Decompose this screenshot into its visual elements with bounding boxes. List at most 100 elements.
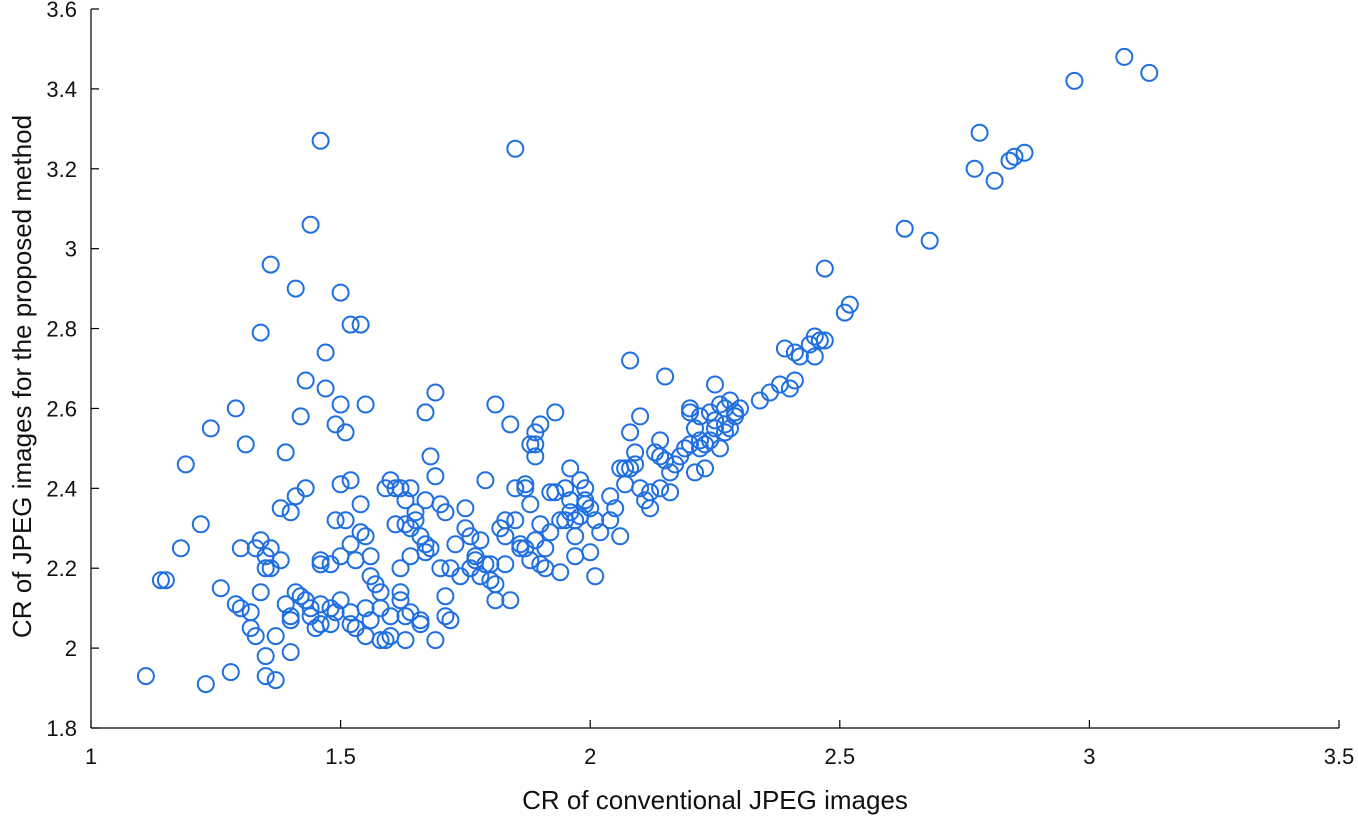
data-point [920, 231, 939, 250]
data-point [331, 475, 350, 494]
data-point [706, 411, 724, 430]
data-point [201, 419, 220, 438]
data-point [511, 535, 530, 554]
data-point [356, 527, 375, 546]
data-point [241, 603, 260, 622]
data-point [810, 331, 829, 350]
data-point [211, 579, 230, 598]
data-point [376, 631, 395, 650]
data-point [965, 159, 984, 178]
data-point [266, 627, 285, 646]
y-tick-label: 3.6 [46, 0, 77, 22]
y-tick-label: 1.8 [46, 716, 77, 741]
data-point [486, 591, 505, 610]
data-point [681, 435, 699, 454]
data-point [895, 219, 914, 238]
data-point [536, 559, 555, 578]
data-point [271, 551, 290, 570]
data-point [346, 619, 365, 638]
data-point [611, 527, 630, 546]
data-point [616, 475, 635, 494]
data-point [815, 331, 834, 350]
data-point [531, 515, 550, 534]
data-point [311, 615, 330, 634]
data-point [231, 539, 250, 558]
data-point [506, 139, 525, 158]
data-point [785, 343, 804, 362]
data-point [296, 479, 315, 498]
data-point [501, 591, 520, 610]
data-point [711, 439, 729, 458]
data-point [251, 583, 270, 602]
data-point [561, 459, 580, 478]
data-point [840, 295, 859, 314]
data-point [641, 483, 660, 502]
data-point [546, 483, 565, 502]
data-point [521, 435, 540, 454]
x-tick-label: 3.5 [1324, 744, 1355, 769]
data-point [970, 123, 989, 142]
data-point [426, 631, 445, 650]
data-point [331, 395, 350, 414]
data-point [416, 491, 435, 510]
data-point [436, 587, 455, 606]
data-point [696, 459, 714, 478]
data-point [566, 547, 585, 566]
data-point [341, 535, 360, 554]
data-point [351, 523, 370, 542]
data-point [501, 415, 520, 434]
data-point [321, 599, 340, 618]
data-point [431, 559, 450, 578]
data-point [256, 667, 275, 686]
data-point [281, 503, 300, 522]
data-point [316, 343, 335, 362]
data-point [416, 403, 435, 422]
data-point [276, 443, 295, 462]
data-point [521, 551, 540, 570]
data-point [446, 535, 465, 554]
y-tick-label: 3.2 [46, 157, 77, 182]
data-point [251, 323, 270, 342]
data-point [381, 627, 400, 646]
y-tick-label: 2.6 [46, 396, 77, 421]
data-point [411, 615, 430, 634]
data-point [356, 395, 375, 414]
data-point [576, 479, 595, 498]
x-tick-label: 2.5 [825, 744, 856, 769]
data-point [426, 467, 445, 486]
axes: 1 1.5 2 2.5 3 3.5 1.8 2 2.2 2.4 2.6 2.8 3 3.2 3.4 3.6 [46, 0, 1354, 769]
data-point [361, 547, 380, 566]
data-point [391, 591, 410, 610]
data-point [785, 371, 804, 390]
x-tick-label: 3 [1083, 744, 1095, 769]
data-point [381, 607, 400, 626]
data-point [731, 399, 749, 418]
data-point [651, 447, 670, 466]
data-point [421, 447, 440, 466]
data-point [286, 487, 305, 506]
data-point [221, 663, 240, 682]
data-point [356, 599, 375, 618]
data-point [681, 403, 699, 422]
data-point [1000, 151, 1019, 170]
data-point [281, 643, 300, 662]
data-point [521, 495, 540, 514]
y-tick-label: 2.4 [46, 476, 77, 501]
data-point [396, 515, 415, 534]
data-point [681, 399, 699, 418]
data-point [516, 479, 535, 498]
data-point [436, 503, 455, 522]
data-point [256, 647, 275, 666]
data-point [151, 571, 170, 590]
data-point [706, 375, 724, 394]
data-point [566, 527, 585, 546]
x-tick-label: 1 [85, 744, 97, 769]
x-tick-label: 1.5 [325, 744, 356, 769]
y-axis-title: CR of JPEG images for the proposed metho… [7, 115, 37, 638]
data-point [526, 447, 545, 466]
data-point [226, 595, 245, 614]
data-point [286, 583, 305, 602]
data-point [686, 419, 704, 438]
data-point [581, 543, 600, 562]
data-point [136, 667, 155, 686]
